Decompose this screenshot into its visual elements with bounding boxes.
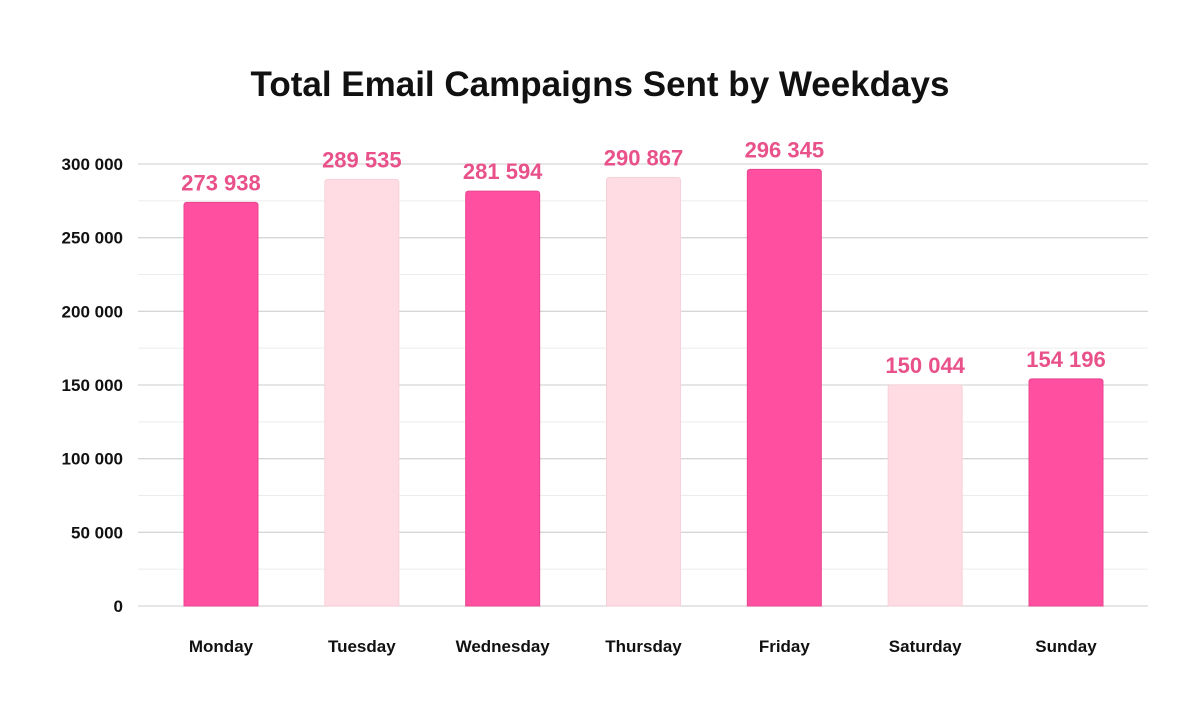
x-axis: Monday Tuesday Wednesday Thursday Friday Satu… — [189, 637, 1097, 656]
bar-saturday — [887, 384, 963, 607]
y-axis: 0 50 000 100 000 150 000 200 000 250 000 300 0… — [62, 155, 123, 616]
x-tick-label: Thursday — [605, 637, 682, 656]
data-label: 289 535 — [322, 147, 402, 172]
data-label: 273 938 — [181, 170, 261, 195]
bar-tuesday — [324, 178, 400, 607]
bars: 273 938 289 535 281 594 290 867 296 345 150 0… — [181, 137, 1106, 607]
y-tick-label: 100 000 — [62, 450, 123, 469]
y-tick-label: 50 000 — [71, 523, 123, 542]
x-tick-label: Tuesday — [328, 637, 396, 656]
y-tick-label: 150 000 — [62, 376, 123, 395]
y-tick-label: 300 000 — [62, 155, 123, 174]
x-tick-label: Friday — [759, 637, 811, 656]
data-label: 296 345 — [745, 137, 825, 162]
x-tick-label: Saturday — [889, 637, 962, 656]
x-tick-label: Wednesday — [456, 637, 551, 656]
y-tick-label: 250 000 — [62, 229, 123, 248]
bar-sunday — [1028, 378, 1104, 607]
x-tick-label: Sunday — [1035, 637, 1097, 656]
bar-friday — [746, 168, 822, 607]
bar-monday — [183, 201, 259, 607]
bar-thursday — [606, 176, 681, 607]
chart-title: Total Email Campaigns Sent by Weekdays — [251, 65, 950, 104]
y-tick-label: 200 000 — [62, 302, 123, 321]
data-label: 290 867 — [604, 145, 684, 170]
bar-wednesday — [465, 190, 541, 607]
y-tick-label: 0 — [114, 597, 123, 616]
data-label: 281 594 — [463, 159, 543, 184]
x-tick-label: Monday — [189, 637, 254, 656]
data-label: 150 044 — [885, 353, 965, 378]
data-label: 154 196 — [1026, 347, 1106, 372]
